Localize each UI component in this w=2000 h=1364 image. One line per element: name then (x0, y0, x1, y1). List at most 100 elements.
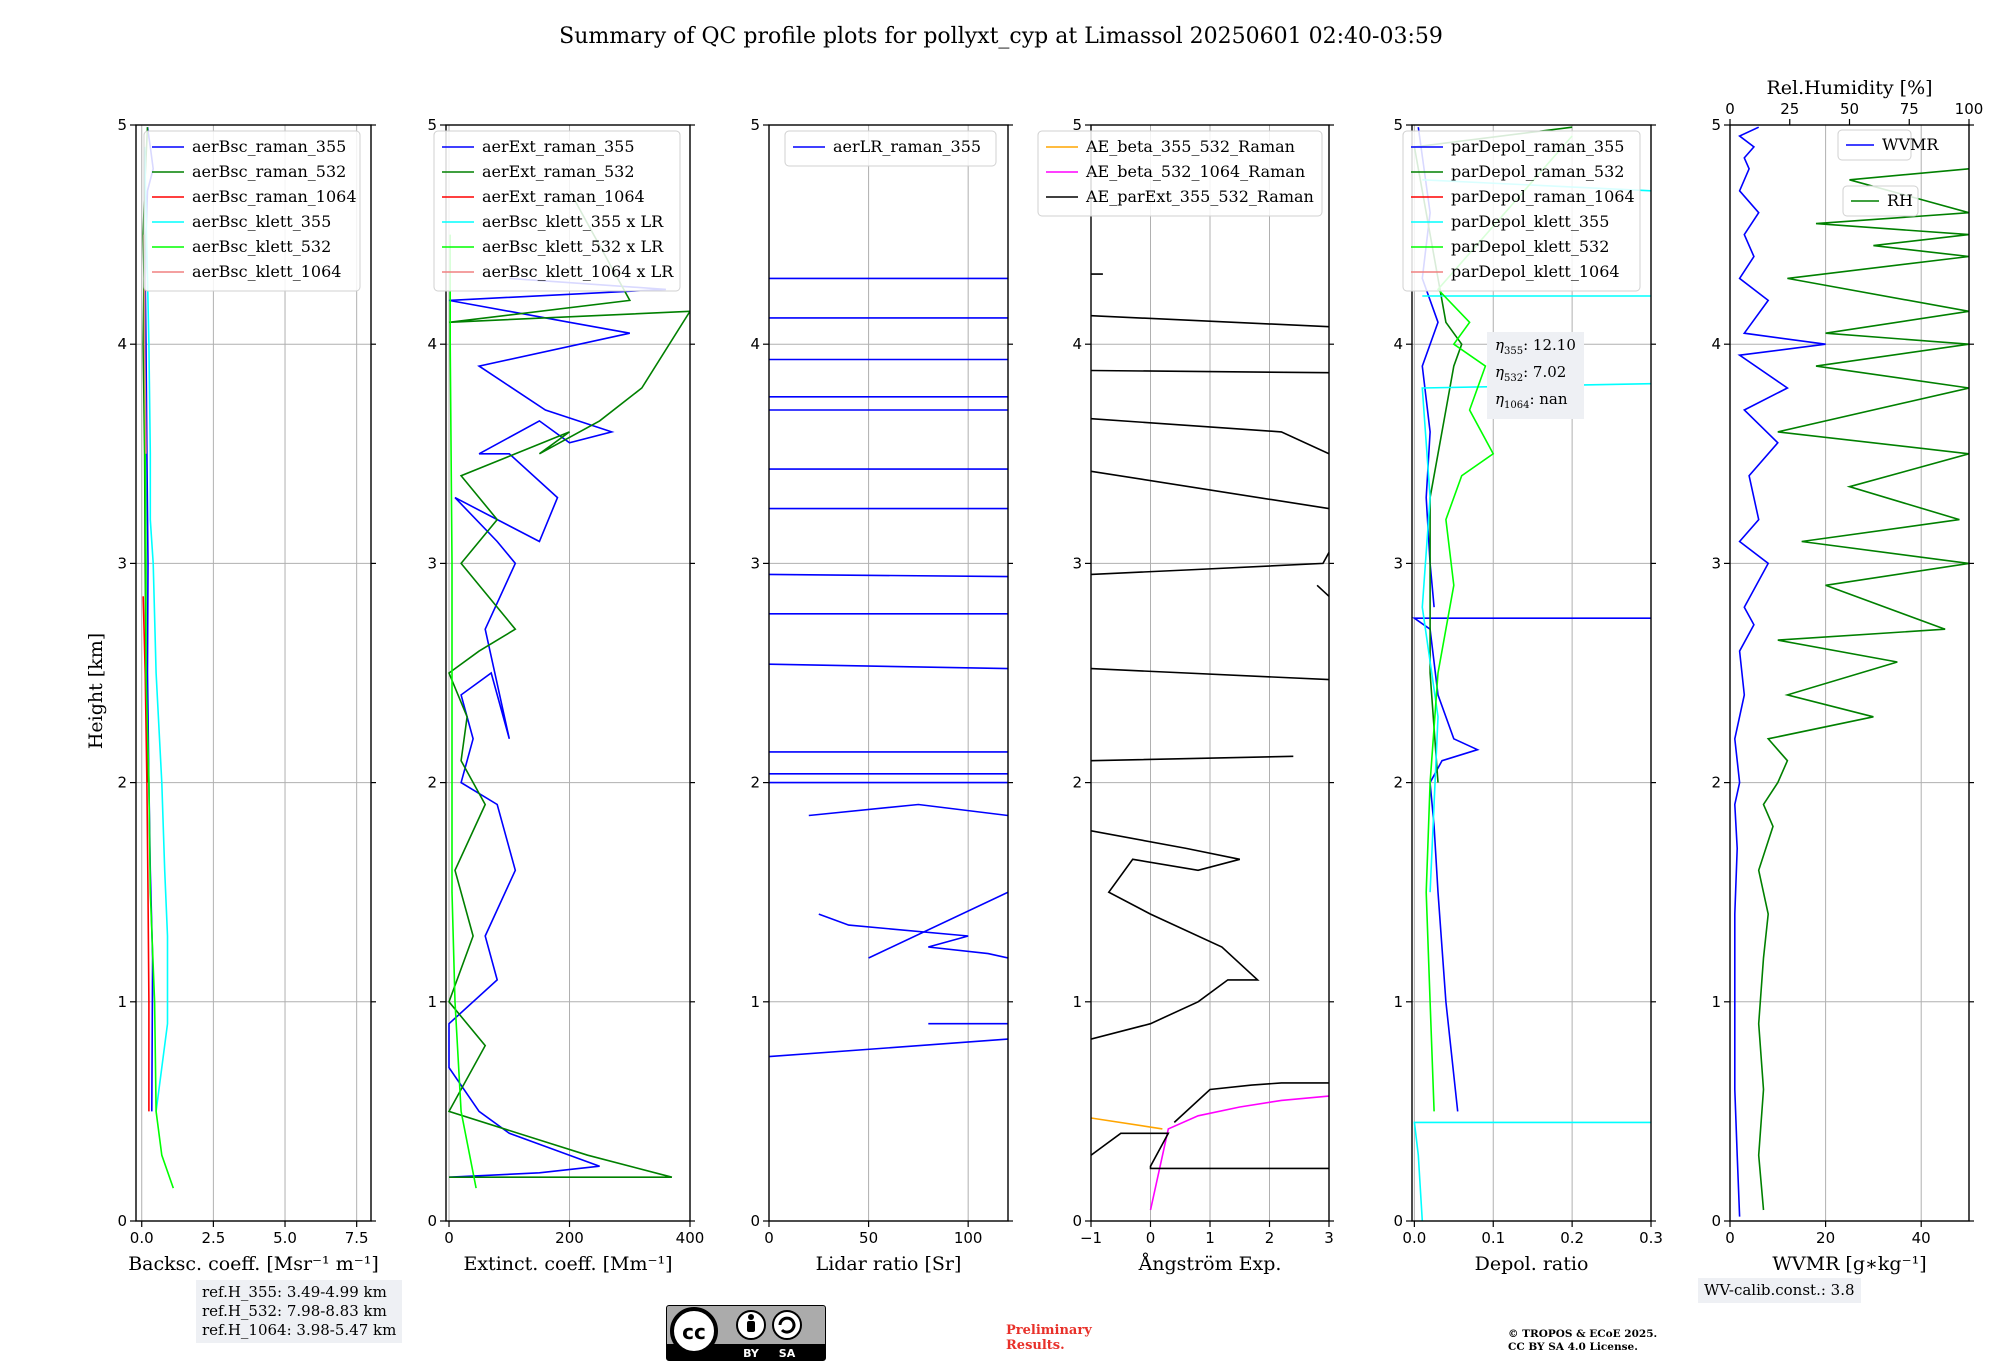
reference-height-box: ref.H_355: 3.49-4.99 km ref.H_532: 7.98-… (196, 1280, 403, 1343)
ref-height-355: ref.H_355: 3.49-4.99 km (202, 1283, 387, 1301)
y-tick-label: 3 (750, 554, 760, 572)
legend-label: aerBsc_raman_532 (192, 162, 346, 181)
series-line-ae-beta-532-1064-raman (1149, 1095, 1329, 1211)
x-axis-label: Depol. ratio (1475, 1253, 1589, 1275)
series-group (447, 190, 690, 1189)
legend-box (1842, 185, 1919, 217)
legend-label: AE_beta_532_1064_Raman (1085, 162, 1305, 181)
series-line-aerlr-raman-355 (769, 277, 1008, 1058)
top-tick-label: 75 (1900, 100, 1919, 118)
legend-label: aerExt_raman_355 (482, 137, 635, 156)
legend-label: aerLR_raman_355 (833, 137, 981, 156)
series-line-pardepol-klett-532 (1425, 135, 1573, 1112)
copyright-note: © TROPOS & ECoE 2025. CC BY SA 4.0 Licen… (1508, 1328, 1658, 1353)
y-tick-label: 4 (117, 335, 127, 353)
legend-label: aerExt_raman_532 (482, 162, 635, 181)
legend-label: parDepol_klett_1064 (1451, 262, 1620, 281)
series-group (1091, 273, 1329, 1211)
y-tick-label: 2 (427, 774, 437, 792)
series-line-pardepol-klett-355 (1413, 179, 1651, 1221)
y-tick-label: 3 (1711, 554, 1721, 572)
axes-frame (1411, 124, 1652, 1222)
series-line-aerext-raman-532 (447, 190, 690, 1178)
y-tick-label: 5 (1711, 116, 1721, 134)
y-tick-label: 4 (750, 335, 760, 353)
wv-calibration-text: WV-calib.const.: 3.8 (1704, 1281, 1855, 1299)
y-tick-label: 4 (427, 335, 437, 353)
x-tick-label: 5.0 (273, 1229, 297, 1247)
series-group (1733, 126, 1969, 1217)
svg-text:SA: SA (779, 1347, 796, 1360)
ref-height-532: ref.H_532: 7.98-8.83 km (202, 1302, 387, 1320)
svg-text:cc: cc (682, 1320, 706, 1344)
series-group (769, 277, 1008, 1058)
y-tick-label: 1 (427, 993, 437, 1011)
y-tick-label: 5 (1393, 116, 1403, 134)
y-tick-label: 5 (117, 116, 127, 134)
preliminary-note: Preliminary Results. (1006, 1323, 1092, 1353)
x-tick-label: 7.5 (345, 1229, 369, 1247)
legend-label: aerBsc_klett_355 x LR (482, 212, 664, 231)
x-tick-label: 0.3 (1639, 1229, 1663, 1247)
legend-label: RH (1887, 191, 1913, 210)
y-tick-label: 4 (1072, 335, 1082, 353)
legend-label: aerBsc_raman_355 (192, 137, 346, 156)
y-tick-label: 2 (1072, 774, 1082, 792)
axes-frame (135, 124, 372, 1222)
wv-calibration-box: WV-calib.const.: 3.8 (1698, 1278, 1861, 1303)
legend-label: aerBsc_klett_355 (192, 212, 331, 231)
legend-box (143, 130, 361, 292)
x-tick-label: 50 (859, 1229, 878, 1247)
y-tick-label: 1 (1072, 993, 1082, 1011)
legend-box (1402, 130, 1641, 292)
y-tick-label: 2 (117, 774, 127, 792)
legend-label: aerBsc_klett_532 x LR (482, 237, 664, 256)
legend-label: AE_beta_355_532_Raman (1085, 137, 1295, 156)
legend-label: aerBsc_raman_1064 (192, 187, 357, 206)
x-tick-label: 0 (444, 1229, 454, 1247)
series-line-aerbsc-raman-1064 (142, 596, 150, 1112)
series-line-ae-beta-355-532-raman (1091, 1117, 1163, 1130)
svg-text:BY: BY (743, 1347, 760, 1360)
x-tick-label: 0.0 (1402, 1229, 1426, 1247)
y-tick-label: 1 (117, 993, 127, 1011)
y-tick-label: 0 (1393, 1212, 1403, 1230)
profile-panels: 0.0 2.5 5.0 7.5 0 1 2 3 4 5 Backsc. coeff. [Msr⁻¹ … (117, 77, 1983, 1275)
y-tick-label: 4 (1711, 335, 1721, 353)
y-tick-label: 1 (750, 993, 760, 1011)
y-tick-label: 2 (1393, 774, 1403, 792)
y-tick-label: 2 (1711, 774, 1721, 792)
top-axis-label: Rel.Humidity [%] (1766, 77, 1932, 99)
x-tick-label: 200 (555, 1229, 584, 1247)
cc-by-sa-logo: cc BY SA (666, 1305, 826, 1361)
eta-box: η355: 12.10 η532: 7.02 η1064: nan (1487, 332, 1584, 419)
axes-frame (768, 124, 1009, 1222)
series-line-ae-parext-355-532-raman (1091, 273, 1329, 1170)
y-tick-label: 0 (1072, 1212, 1082, 1230)
legend-label: aerBsc_klett_532 (192, 237, 331, 256)
x-tick-label: 1 (1205, 1229, 1215, 1247)
y-tick-label: 0 (1711, 1212, 1721, 1230)
top-tick-label: 50 (1840, 100, 1859, 118)
legend-box (433, 130, 681, 292)
panel-5: 0.0 0.1 0.2 0.3 0 1 2 3 4 5 Depol. ratio parDepol_r… (1393, 116, 1662, 1275)
top-tick-label: 0 (1725, 100, 1735, 118)
legend-label: parDepol_raman_1064 (1451, 187, 1635, 206)
figure-title: Summary of QC profile plots for pollyxt_… (559, 24, 1443, 49)
eta-355: η355: 12.10 (1495, 336, 1576, 357)
panel-1: 0.0 2.5 5.0 7.5 0 1 2 3 4 5 Backsc. coeff. [Msr⁻¹ … (117, 116, 378, 1275)
y-tick-label: 1 (1711, 993, 1721, 1011)
legend-label: WVMR (1882, 135, 1939, 154)
legend-label: AE_parExt_355_532_Raman (1085, 187, 1314, 206)
series-line-wvmr (1733, 126, 1826, 1217)
top-tick-label: 100 (1955, 100, 1984, 118)
legend-box (1037, 130, 1323, 217)
x-tick-label: 2 (1265, 1229, 1275, 1247)
top-tick-label: 25 (1780, 100, 1799, 118)
x-axis-label: Lidar ratio [Sr] (816, 1253, 962, 1275)
legend-box (784, 130, 997, 167)
legend-label: parDepol_klett_532 (1451, 237, 1609, 256)
legend-label: aerExt_raman_1064 (482, 187, 645, 206)
